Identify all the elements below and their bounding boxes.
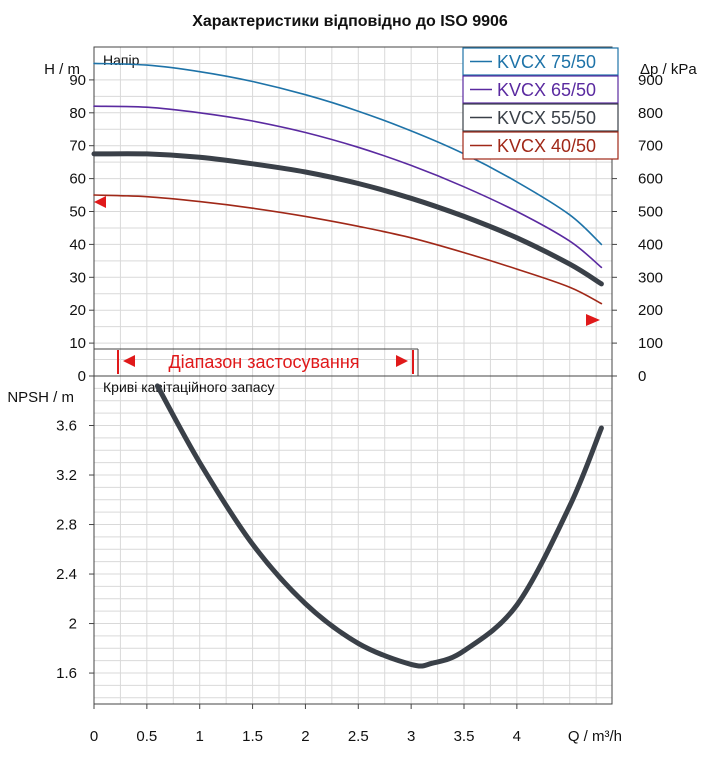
npsh-plot-frame: [93, 375, 613, 705]
head-panel-label: Напір: [103, 52, 140, 68]
flow-axis-label: Q / m³/h: [568, 728, 622, 745]
npsh-axis-label: NPSH / m: [7, 389, 74, 406]
series-line-kvcx-75-50: [93, 62, 603, 246]
pressure-tick-label: 800: [638, 105, 663, 122]
pressure-ticks: 0 100 200 300 400 500 600 700 800 900: [612, 72, 663, 385]
flow-tick-label: 1.5: [242, 728, 263, 745]
npsh-ticks: 1.6 2 2.4 2.8 3.2 3.6: [56, 418, 94, 682]
flow-ticks: 0 0.5 1 1.5 2 2.5 3 3.5 4 Q / m³/h: [90, 704, 622, 745]
pressure-tick-label: 100: [638, 335, 663, 352]
pressure-tick-label: 500: [638, 204, 663, 221]
legend: KVCX 75/50 KVCX 65/50 KVCX 55/50 KVCX 40/50: [462, 47, 619, 160]
head-ticks: 0 10 20 30 40 50 60 70 80 90: [69, 72, 94, 385]
flow-tick-label: 3: [407, 728, 415, 745]
npsh-tick-label: 3.6: [56, 418, 77, 435]
head-tick-label: 90: [69, 72, 86, 89]
npsh-tick-label: 2.8: [56, 517, 77, 534]
pressure-tick-label: 300: [638, 269, 663, 286]
head-tick-label: 10: [69, 335, 86, 352]
pressure-axis-label: Δp / kPa: [640, 61, 697, 78]
head-tick-label: 60: [69, 171, 86, 188]
npsh-panel-label: Криві кавітаційного запасу: [103, 379, 275, 395]
flow-tick-label: 2.5: [348, 728, 369, 745]
range-right-arrow: [396, 355, 408, 367]
head-tick-label: 40: [69, 236, 86, 253]
series-line-kvcx-55-50: [91, 151, 604, 287]
range-label: Діапазон застосування: [168, 352, 359, 372]
pressure-tick-label: 200: [638, 302, 663, 319]
pressure-tick-label: 400: [638, 236, 663, 253]
head-markers: [94, 196, 600, 326]
head-tick-label: 0: [78, 368, 86, 385]
flow-tick-label: 4: [513, 728, 521, 745]
application-range: Діапазон застосування: [94, 348, 419, 376]
legend-label: KVCX 65/50: [497, 80, 596, 100]
npsh-curves: [154, 383, 604, 669]
legend-label: KVCX 55/50: [497, 108, 596, 128]
pressure-tick-label: 700: [638, 138, 663, 155]
flow-tick-label: 0.5: [136, 728, 157, 745]
flow-tick-label: 1: [196, 728, 204, 745]
npsh-tick-label: 1.6: [56, 665, 77, 682]
head-tick-label: 50: [69, 204, 86, 221]
flow-tick-label: 0: [90, 728, 98, 745]
head-tick-label: 30: [69, 269, 86, 286]
range-left-arrow: [123, 355, 135, 367]
chart-title: Характеристики відповідно до ISO 9906: [192, 13, 508, 30]
head-right-marker: [586, 314, 600, 326]
head-left-marker: [94, 196, 106, 208]
npsh-grid: [94, 376, 612, 704]
legend-label: KVCX 40/50: [497, 136, 596, 156]
npsh-series-line: [154, 383, 604, 669]
flow-tick-label: 3.5: [454, 728, 475, 745]
head-tick-label: 70: [69, 138, 86, 155]
head-curves: [91, 62, 604, 305]
pressure-tick-label: 600: [638, 171, 663, 188]
npsh-tick-label: 2: [69, 616, 77, 633]
pressure-tick-label: 900: [638, 72, 663, 89]
series-line-kvcx-65-50: [93, 105, 603, 269]
npsh-tick-label: 3.2: [56, 467, 77, 484]
pressure-tick-label: 0: [638, 368, 646, 385]
flow-tick-label: 2: [301, 728, 309, 745]
npsh-tick-label: 2.4: [56, 566, 77, 583]
legend-label: KVCX 75/50: [497, 52, 596, 72]
head-axis-label: H / m: [44, 61, 80, 78]
head-tick-label: 80: [69, 105, 86, 122]
series-line-kvcx-40-50: [93, 194, 603, 305]
head-tick-label: 20: [69, 302, 86, 319]
